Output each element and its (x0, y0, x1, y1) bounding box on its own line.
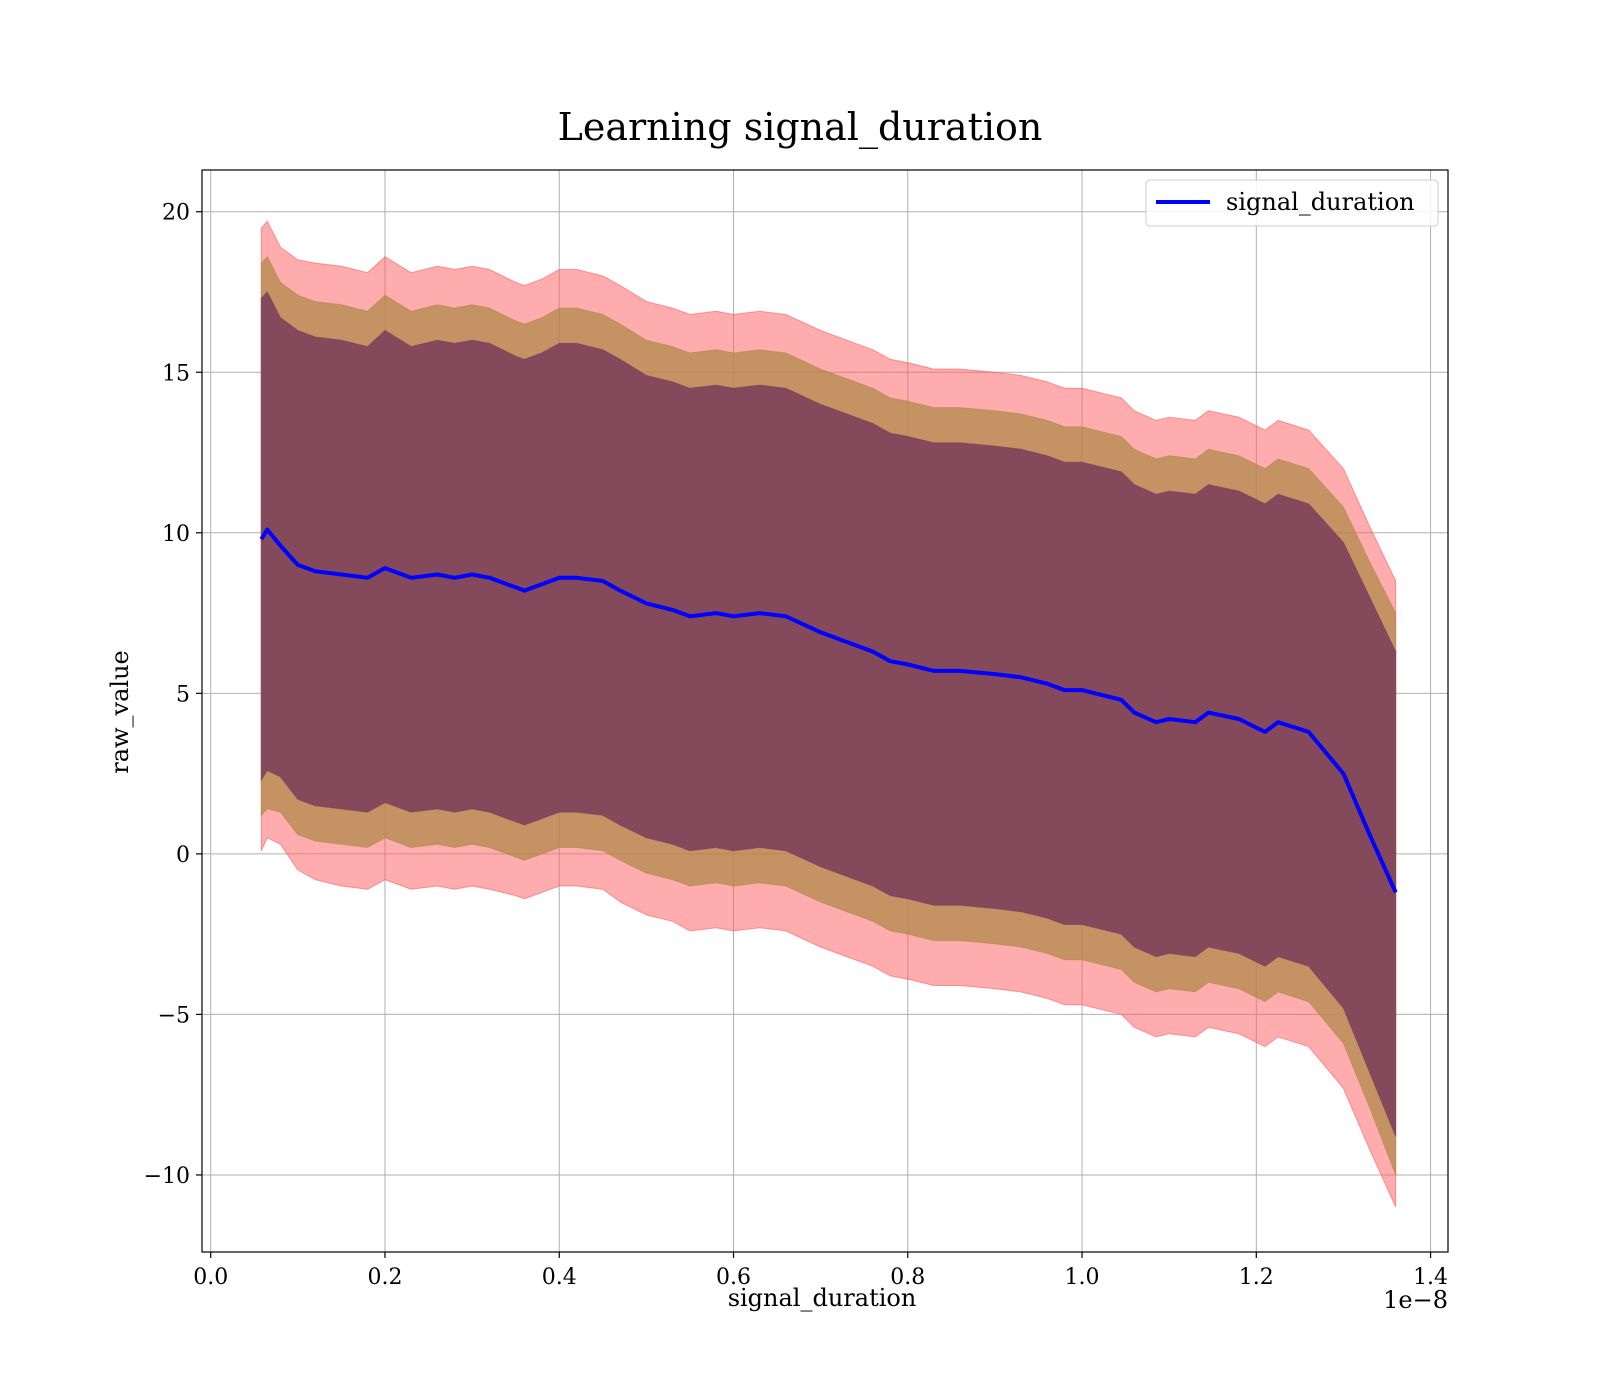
x-tick-label: 0.0 (193, 1265, 228, 1290)
x-tick-label: 1.2 (1239, 1265, 1274, 1290)
x-tick-label: 0.6 (716, 1265, 751, 1290)
chart-title: Learning signal_duration (558, 105, 1043, 150)
x-tick-label: 0.8 (890, 1265, 925, 1290)
x-axis-label: signal_duration (728, 1284, 917, 1312)
legend: signal_duration (1145, 179, 1439, 227)
series-lines (259, 527, 1398, 894)
x-axis-ticks: 0.0 0.2 0.4 0.6 0.8 1.0 1.2 1.4 (193, 1252, 1448, 1290)
plot-frame (201, 169, 1449, 1253)
y-axis-label: raw_value (106, 650, 134, 774)
legend-box (1145, 179, 1439, 227)
y-tick-label: −5 (158, 1003, 190, 1028)
y-axis-ticks: −10 −5 0 5 10 15 20 (144, 201, 202, 1189)
band-inner (260, 291, 1397, 1137)
confidence-bands (260, 220, 1397, 1208)
x-tick-label: 1.0 (1065, 1265, 1100, 1290)
y-tick-label: 20 (162, 201, 190, 226)
y-tick-label: 15 (162, 361, 190, 386)
y-tick-label: 0 (176, 843, 190, 868)
y-tick-label: 5 (176, 682, 190, 707)
y-tick-label: 10 (162, 522, 190, 547)
series-line-signal-duration (259, 527, 1398, 894)
legend-label: signal_duration (1226, 188, 1415, 216)
x-tick-label: 0.2 (367, 1265, 402, 1290)
y-tick-label: −10 (144, 1164, 190, 1189)
x-offset-label: 1e−8 (1383, 1286, 1448, 1314)
x-tick-label: 0.4 (542, 1265, 577, 1290)
x-tick-label: 1.4 (1413, 1265, 1448, 1290)
